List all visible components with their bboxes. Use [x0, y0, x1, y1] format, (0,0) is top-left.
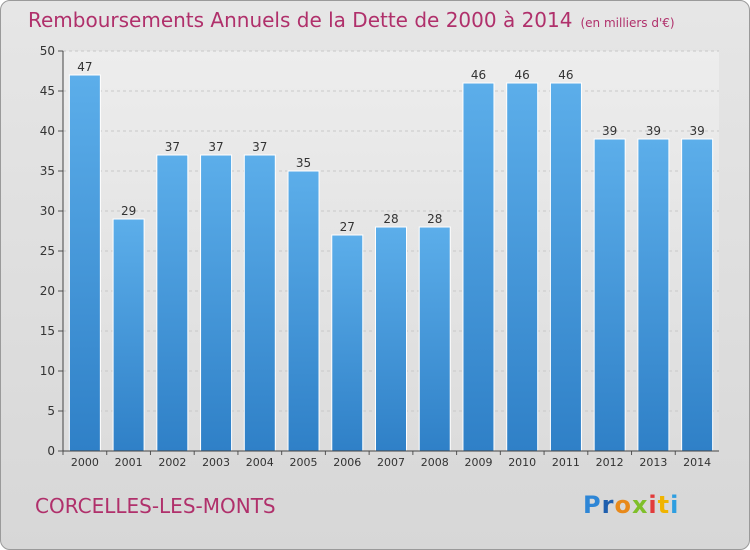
logo-letter: t	[657, 491, 671, 519]
bar-value-label: 37	[252, 140, 267, 154]
x-tick-label: 2008	[421, 456, 449, 469]
bar	[287, 170, 320, 452]
bar	[462, 82, 495, 452]
bar-value-label: 29	[121, 204, 136, 218]
x-tick-label: 2007	[377, 456, 405, 469]
bars: 47 29 37 37 37 35 27 28 28 46 46 46 39 39 39	[68, 60, 714, 452]
x-tick-label: 2011	[552, 456, 580, 469]
bar-value-label: 46	[558, 68, 573, 82]
bar-value-label: 39	[689, 124, 704, 138]
x-tick-label: 2014	[683, 456, 711, 469]
bar	[681, 138, 714, 452]
y-tick-label: 10	[40, 364, 55, 378]
bar	[375, 226, 407, 452]
bar-value-label: 39	[646, 124, 661, 138]
bar	[200, 154, 233, 452]
bar	[593, 138, 626, 452]
logo-letter: i	[648, 491, 658, 519]
logo-letter: o	[614, 491, 632, 519]
bar-value-label: 46	[515, 68, 530, 82]
bar	[331, 234, 364, 452]
logo-letter: x	[631, 491, 649, 519]
x-tick-label: 2000	[71, 456, 99, 469]
y-tick-label: 20	[40, 284, 55, 298]
chart-title: Remboursements Annuels de la Dette de 20…	[28, 8, 675, 32]
logo-letter: P	[583, 491, 602, 519]
bar-value-label: 47	[77, 60, 92, 74]
bar	[112, 218, 145, 452]
y-tick-label: 0	[47, 444, 55, 458]
unit-note: (en milliers d'€)	[580, 16, 675, 30]
y-tick-label: 30	[40, 204, 55, 218]
logo-letter: i	[670, 491, 680, 519]
bar	[243, 154, 276, 452]
bar-value-label: 37	[208, 140, 223, 154]
y-tick-label: 50	[40, 44, 55, 58]
bar	[637, 138, 670, 452]
y-tick-label: 45	[40, 84, 55, 98]
bar	[418, 226, 451, 452]
bar	[156, 154, 189, 452]
y-tick-label: 15	[40, 324, 55, 338]
bar-value-label: 35	[296, 156, 311, 170]
y-tick-label: 5	[47, 404, 55, 418]
logo-letter: r	[601, 491, 615, 519]
x-tick-label: 2003	[202, 456, 230, 469]
bar-value-label: 28	[383, 212, 398, 226]
y-tick-label: 25	[40, 244, 55, 258]
x-tick-label: 2001	[115, 456, 143, 469]
title-text: Remboursements Annuels de la Dette de 20…	[28, 8, 573, 32]
x-tick-label: 2010	[508, 456, 536, 469]
axes: 0 5 10 15 20 25 30 35 40 45 50 2000 2001 2002 2003 2004…	[40, 44, 719, 469]
bar	[506, 82, 539, 452]
x-tick-label: 2009	[464, 456, 492, 469]
y-tick-label: 35	[40, 164, 55, 178]
bar-value-label: 39	[602, 124, 617, 138]
commune-name: CORCELLES-LES-MONTS	[35, 494, 276, 518]
bar-value-label: 27	[340, 220, 355, 234]
x-tick-label: 2006	[333, 456, 361, 469]
y-tick-label: 40	[40, 124, 55, 138]
proxiti-logo: Proxiti	[583, 491, 679, 519]
bar	[68, 74, 101, 452]
bar	[549, 82, 582, 452]
x-tick-label: 2004	[246, 456, 274, 469]
x-tick-label: 2013	[639, 456, 667, 469]
bar-value-label: 28	[427, 212, 442, 226]
x-tick-label: 2012	[596, 456, 624, 469]
bar-value-label: 46	[471, 68, 486, 82]
bar-value-label: 37	[165, 140, 180, 154]
x-tick-label: 2002	[158, 456, 186, 469]
x-tick-label: 2005	[290, 456, 318, 469]
